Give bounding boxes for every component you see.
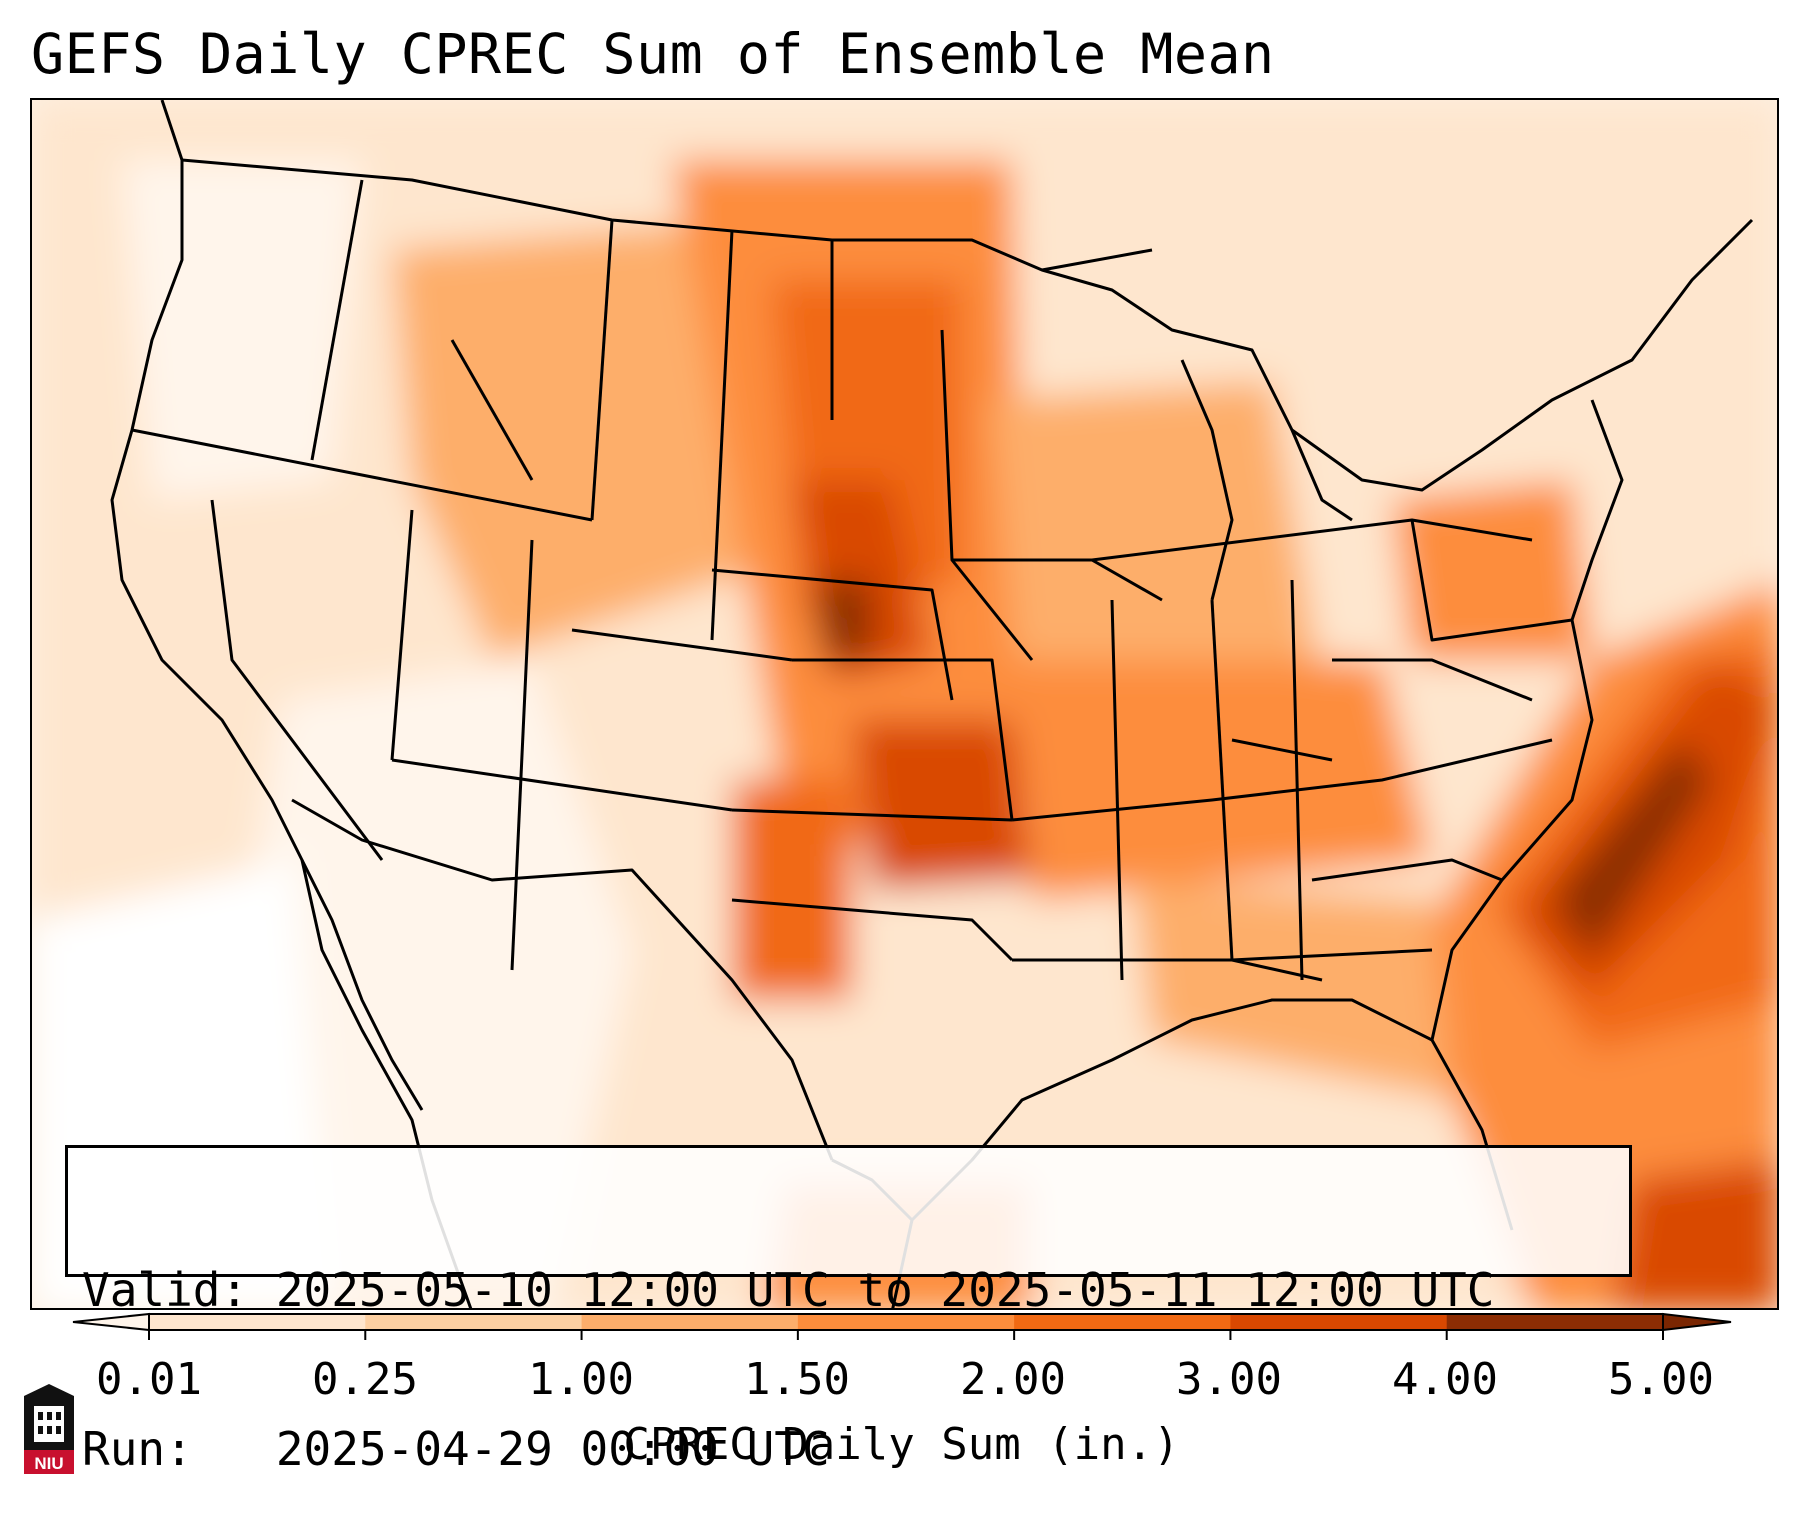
colorbar-tick-label: 2.00	[960, 1354, 1066, 1405]
atlantic-band-max	[1552, 740, 1712, 960]
caribbean-patch	[1612, 1160, 1777, 1308]
colorbar	[72, 1312, 1732, 1340]
colorbar-segment	[149, 1314, 366, 1330]
state-line	[390, 509, 414, 761]
state-line	[1110, 599, 1124, 981]
colorbar-tick-label: 0.25	[312, 1354, 418, 1405]
colorbar-segments	[148, 1313, 1664, 1331]
valid-time-text: Valid: 2025-05-10 12:00 UTC to 2025-05-1…	[82, 1263, 1495, 1317]
texas-panhandle	[732, 780, 852, 1000]
mexico-border	[291, 798, 834, 1161]
oklahoma-core	[852, 720, 1032, 890]
state-line	[1332, 658, 1533, 702]
state-line	[711, 568, 954, 701]
colorbar-segment	[581, 1314, 799, 1330]
state-line	[731, 898, 1014, 962]
state-line	[1231, 958, 1323, 982]
state-line	[1210, 599, 1234, 961]
run-time-text: Run: 2025-04-29 00:00 UTC	[82, 1422, 830, 1476]
colorbar-label: CPREC Daily Sum (in.)	[623, 1419, 1180, 1470]
colorbar-tick-label: 1.50	[744, 1354, 850, 1405]
colorbar-segment	[1446, 1314, 1664, 1330]
state-line	[731, 808, 1013, 822]
lake-huron	[1290, 429, 1353, 522]
east-coast	[1430, 399, 1624, 1231]
state-line	[1290, 579, 1304, 981]
colorbar-tick-label: 5.00	[1608, 1354, 1714, 1405]
colorbar-segment	[1014, 1314, 1231, 1330]
state-line	[792, 658, 1014, 821]
lake-michigan	[1180, 359, 1234, 601]
logo-text: NIU	[34, 1454, 63, 1473]
state-line	[510, 539, 534, 971]
gulf-states	[1132, 880, 1452, 1100]
precipitation-map	[30, 98, 1779, 1310]
colorbar-left-extend	[72, 1312, 150, 1332]
colorbar-tick-label: 1.00	[528, 1354, 634, 1405]
map-svg	[32, 100, 1777, 1308]
boundaries	[110, 100, 1754, 1308]
colorbar-tick-marks	[148, 1330, 1664, 1340]
logo-building	[34, 1406, 64, 1442]
pacific-northwest-dry	[122, 160, 362, 500]
colorbar-tick-label: 3.00	[1176, 1354, 1282, 1405]
state-line	[210, 499, 384, 861]
great-lakes-north	[1041, 218, 1754, 492]
state-line	[1311, 858, 1503, 882]
colorbar-segment	[1230, 1314, 1448, 1330]
state-line	[590, 219, 614, 521]
niu-logo: NIU	[24, 1384, 74, 1474]
colorbar-tick-label: 0.01	[96, 1354, 202, 1405]
baja	[300, 859, 424, 1111]
state-line	[450, 339, 534, 481]
state-line	[571, 628, 793, 662]
state-line	[1410, 519, 1573, 642]
northeast	[1392, 480, 1592, 660]
chart-title: GEFS Daily CPREC Sum of Ensemble Mean	[31, 22, 1275, 86]
state-line	[310, 179, 364, 461]
colorbar-segment	[365, 1314, 583, 1330]
colorbar-segment	[797, 1314, 1015, 1330]
state-line	[1231, 738, 1333, 762]
colorbar-tick-label: 4.00	[1392, 1354, 1498, 1405]
state-line	[131, 428, 593, 522]
logo-band	[24, 1450, 74, 1474]
run-info-box: Valid: 2025-05-10 12:00 UTC to 2025-05-1…	[65, 1145, 1632, 1476]
state-line	[391, 758, 733, 812]
colorbar-right-extend	[1662, 1312, 1732, 1332]
nebraska-max	[812, 580, 872, 660]
west-coast	[110, 100, 473, 1308]
precipitation-field	[32, 100, 1777, 1308]
